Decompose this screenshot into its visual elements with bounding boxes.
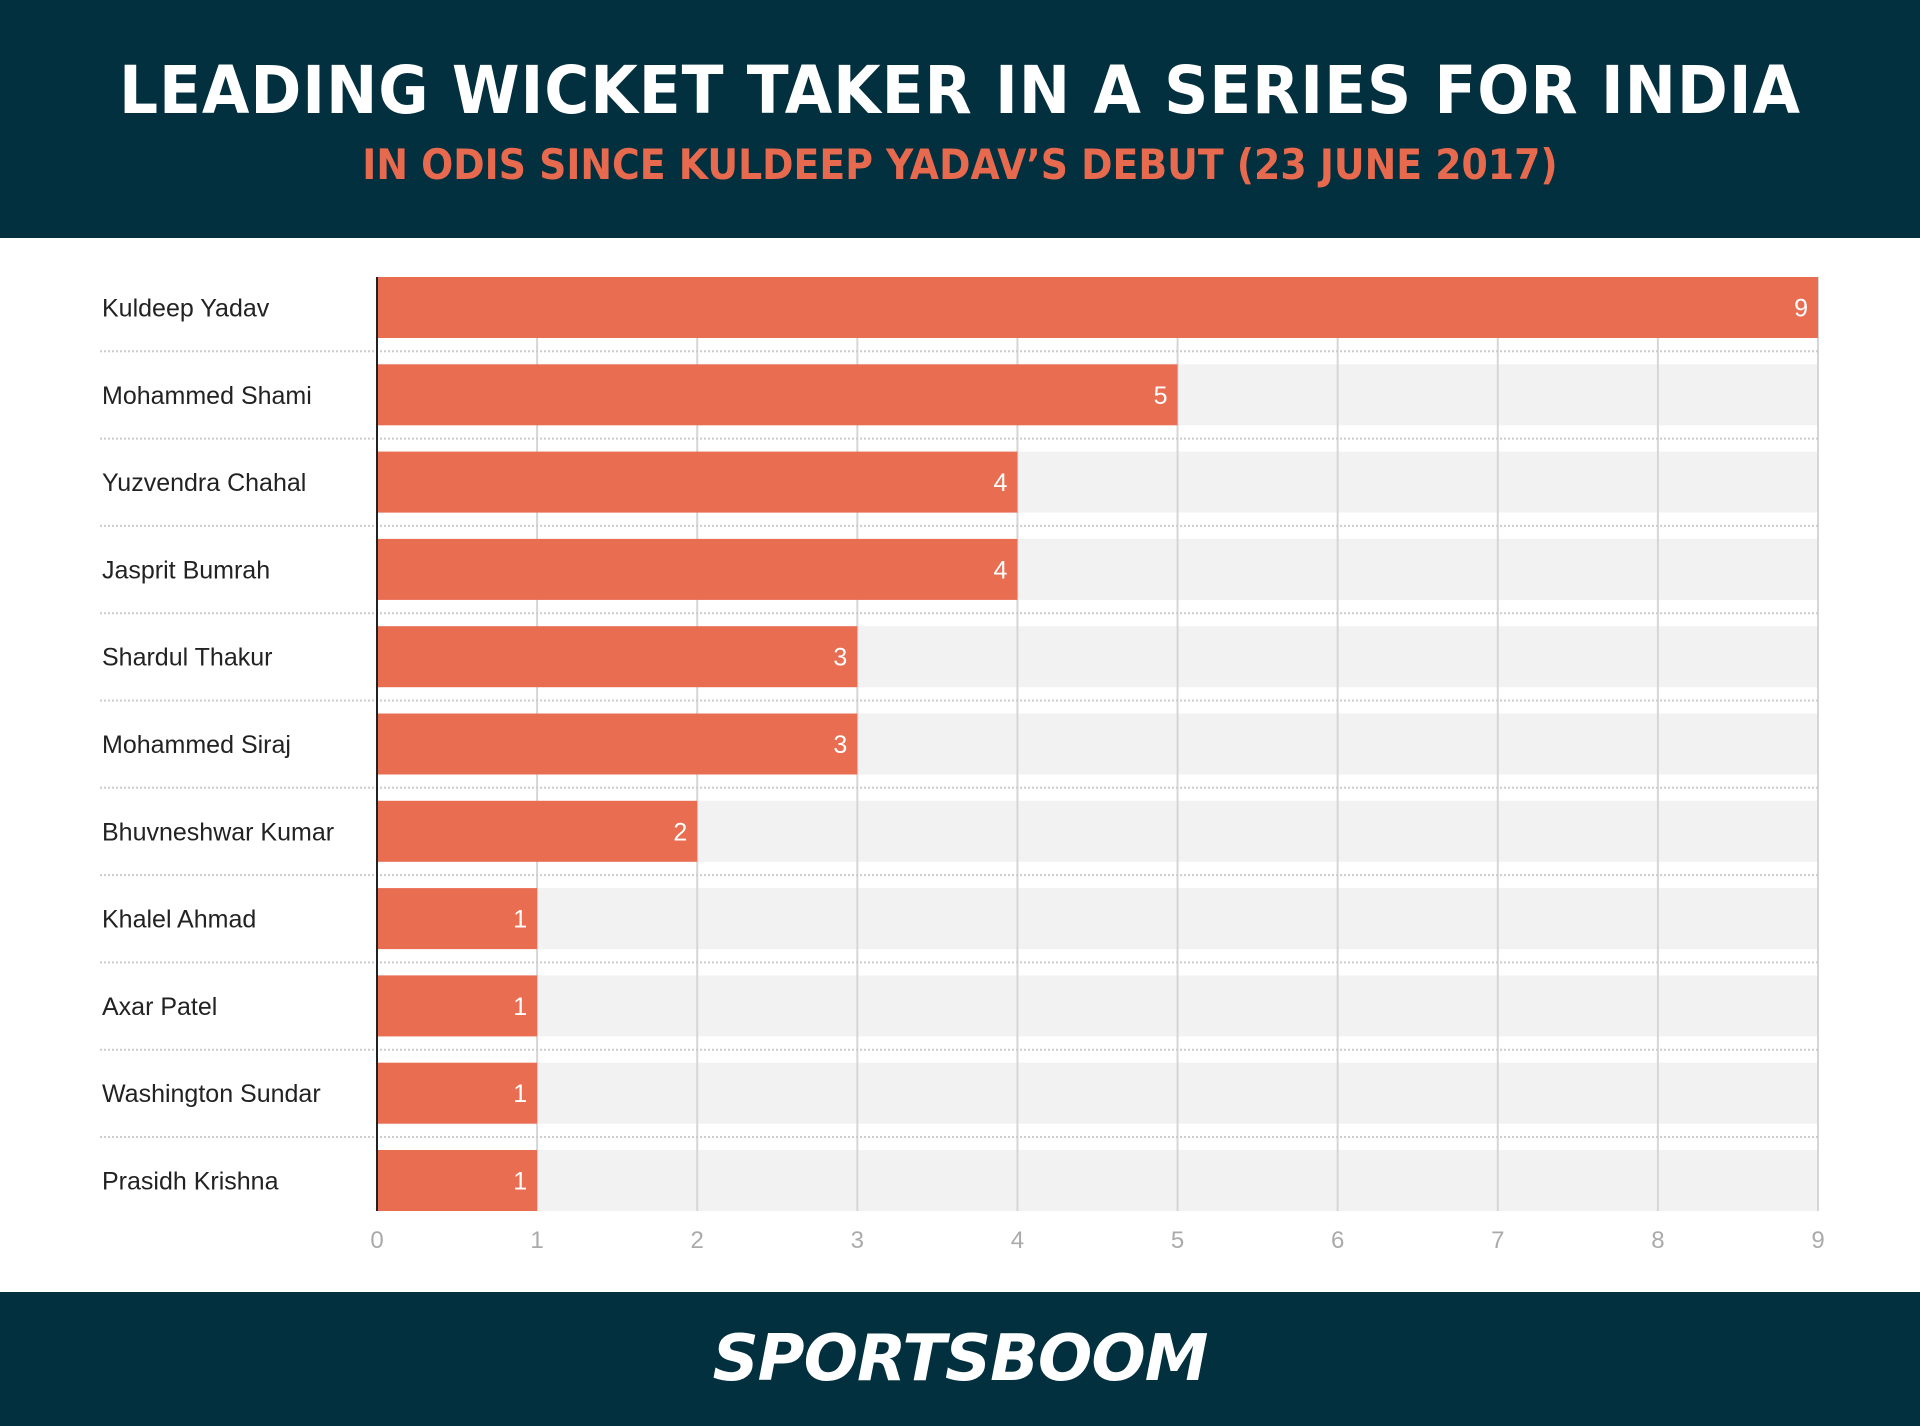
x-tick-label: 2 (691, 1227, 704, 1254)
category-label: Kuldeep Yadav (102, 295, 270, 323)
x-tick-label: 1 (530, 1227, 543, 1254)
sportsboom-logo: SPORTSBOOM (712, 1322, 1209, 1396)
category-label: Mohammed Siraj (102, 731, 291, 759)
x-tick-label: 5 (1171, 1227, 1184, 1254)
chart-subtitle: IN ODIS SINCE KULDEEP YADAV’S DEBUT (23 … (362, 140, 1558, 189)
bar (377, 626, 858, 688)
bar (377, 888, 538, 950)
bar (377, 975, 538, 1037)
x-tick-label: 9 (1811, 1227, 1824, 1254)
bar (377, 713, 858, 775)
header: LEADING WICKET TAKER IN A SERIES FOR IND… (0, 0, 1920, 238)
data-label: 1 (513, 1080, 527, 1108)
data-label: 4 (994, 469, 1008, 497)
data-label: 2 (673, 818, 687, 846)
data-label: 1 (513, 993, 527, 1021)
category-label: Axar Patel (102, 993, 217, 1021)
chart-title: LEADING WICKET TAKER IN A SERIES FOR IND… (118, 52, 1801, 129)
category-label: Yuzvendra Chahal (102, 469, 306, 497)
bar-track (377, 1150, 1818, 1211)
category-label: Jasprit Bumrah (102, 556, 270, 584)
bar (377, 277, 1818, 338)
data-label: 3 (833, 644, 847, 672)
bar (377, 1062, 538, 1124)
x-tick-label: 3 (851, 1227, 864, 1254)
x-tick-label: 7 (1491, 1227, 1504, 1254)
bar-track (377, 1062, 1818, 1124)
x-tick-label: 6 (1331, 1227, 1344, 1254)
data-label: 1 (513, 906, 527, 934)
data-label: 3 (833, 731, 847, 759)
bar (377, 1150, 538, 1211)
category-label: Bhuvneshwar Kumar (102, 818, 334, 846)
bar-track (377, 975, 1818, 1037)
bar (377, 451, 1018, 513)
bar-chart: Kuldeep Yadav 9 Mohammed Shami 5 Yuzvendra C… (100, 277, 1825, 1254)
category-label: Khalel Ahmad (102, 906, 256, 934)
footer: SPORTSBOOM (0, 1292, 1920, 1426)
bar (377, 800, 698, 862)
category-label: Mohammed Shami (102, 382, 312, 410)
data-label: 4 (994, 556, 1008, 584)
data-label: 5 (1154, 382, 1168, 410)
category-label: Washington Sundar (102, 1080, 321, 1108)
bar (377, 364, 1178, 426)
category-label: Shardul Thakur (102, 644, 272, 672)
x-tick-label: 4 (1011, 1227, 1024, 1254)
x-tick-label: 8 (1651, 1227, 1664, 1254)
category-label: Prasidh Krishna (102, 1168, 279, 1196)
x-tick-label: 0 (370, 1227, 383, 1254)
data-label: 1 (513, 1168, 527, 1196)
bar (377, 538, 1018, 600)
data-label: 9 (1794, 295, 1808, 323)
bar-track (377, 888, 1818, 950)
